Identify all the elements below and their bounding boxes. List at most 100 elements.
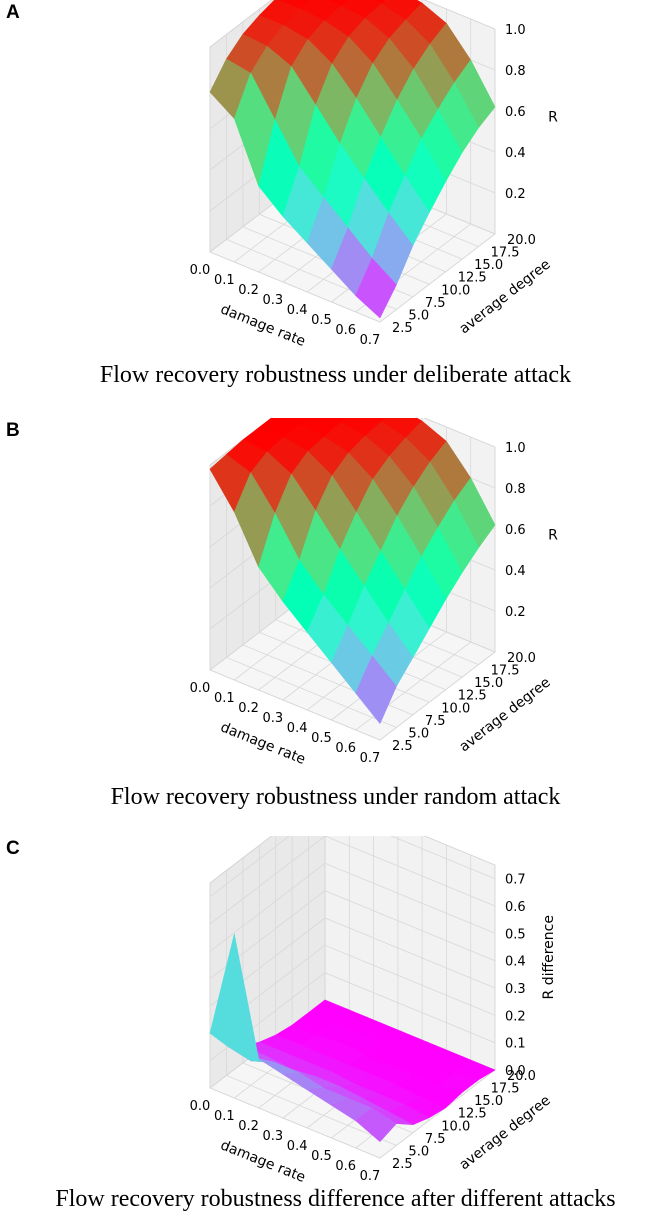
grid-line-z — [209, 862, 496, 952]
y-tick-label: 2.5 — [392, 739, 413, 754]
z-axis-label: R difference — [541, 915, 557, 999]
surface-patch — [355, 655, 397, 724]
x-tick-label: 0.6 — [335, 323, 356, 338]
y-axis-label: average degree — [456, 1092, 553, 1173]
y-tick-label: 5.0 — [408, 308, 429, 323]
y-tick-label: 17.5 — [491, 246, 520, 261]
surface-patch — [355, 258, 397, 319]
x-tick-label: 0.1 — [214, 273, 235, 288]
chart-caption: Flow recovery robustness under deliberat… — [99, 362, 572, 388]
z-axis-label: R — [548, 527, 558, 543]
y-tick-label: 5.0 — [408, 1144, 429, 1159]
z-tick-label: 0.5 — [505, 927, 526, 942]
x-tick-label: 0.2 — [238, 701, 259, 716]
z-tick-label: 0.2 — [505, 605, 526, 620]
x-tick-label: 0.2 — [238, 1119, 259, 1134]
x-tick-label: 0.7 — [360, 751, 381, 766]
y-axis-label: average degree — [456, 256, 553, 337]
z-tick-label: 0.2 — [505, 187, 526, 202]
tick-labels: 0.00.10.20.30.40.50.60.72.55.07.510.012.… — [190, 23, 536, 348]
grid-line-z — [209, 836, 496, 898]
y-tick-label: 17.5 — [491, 1082, 520, 1097]
grid-line-y — [225, 452, 397, 728]
y-tick-label: 7.5 — [425, 296, 446, 311]
y-tick-label: 7.5 — [425, 714, 446, 729]
grid-line-y — [209, 465, 381, 741]
x-tick-label: 0.5 — [311, 313, 332, 328]
grid-line-z — [209, 944, 496, 1034]
surface-patch — [373, 0, 386, 4]
z-tick-label: 0.6 — [505, 105, 526, 120]
grid-line-y — [209, 47, 381, 323]
z-tick-label: 0.4 — [505, 146, 526, 161]
grid-line-z — [209, 836, 496, 925]
y-tick-label: 10.0 — [441, 1119, 470, 1134]
chart-caption: Flow recovery robustness difference afte… — [55, 1186, 616, 1212]
x-tick-label: 0.1 — [214, 1109, 235, 1124]
grid-line-z — [209, 917, 496, 1007]
x-tick-label: 0.4 — [287, 303, 308, 318]
y-tick-label: 12.5 — [458, 689, 487, 704]
x-tick-label: 0.3 — [263, 293, 284, 308]
z-tick-label: 0.8 — [505, 482, 526, 497]
x-tick-label: 0.1 — [214, 691, 235, 706]
grid-line-z — [209, 0, 496, 48]
y-tick-label: 10.0 — [441, 283, 470, 298]
z-tick-label: 1.0 — [505, 441, 526, 456]
surface-chart-random-attack: 0.00.10.20.30.40.50.60.72.55.07.510.012.… — [190, 418, 558, 768]
y-tick-label: 5.0 — [408, 726, 429, 741]
z-tick-label: 0.4 — [505, 564, 526, 579]
x-tick-label: 0.3 — [263, 1129, 284, 1144]
surface-patch — [355, 1107, 397, 1142]
y-tick-label: 20.0 — [507, 651, 536, 666]
surface — [209, 418, 496, 724]
x-tick-label: 0.4 — [287, 721, 308, 736]
y-tick-label: 20.0 — [507, 233, 536, 248]
y-tick-label: 20.0 — [507, 1069, 536, 1084]
x-tick-label: 0.0 — [190, 681, 211, 696]
z-axis-label: R — [548, 109, 558, 125]
panel-a: A 0.0 0.1 0.2 0.3 0.4 0.5 0.6 0.7 2.5 5.0 7.5 10.0 1… — [0, 0, 671, 410]
y-axis-label: average degree — [456, 674, 553, 755]
tick-labels: 0.00.10.20.30.40.50.60.72.55.07.510.012.… — [190, 441, 536, 766]
surface — [209, 933, 496, 1142]
y-tick-label: 2.5 — [392, 321, 413, 336]
y-tick-label: 10.0 — [441, 701, 470, 716]
y-tick-label: 7.5 — [425, 1132, 446, 1147]
x-tick-label: 0.0 — [190, 263, 211, 278]
y-tick-label: 15.0 — [474, 676, 503, 691]
x-tick-label: 0.6 — [335, 741, 356, 756]
x-tick-label: 0.5 — [311, 731, 332, 746]
z-tick-label: 0.3 — [505, 982, 526, 997]
panel-c: C 0.0 0.1 0.2 0.3 0.4 0.5 0.6 0.7 2.5 5.0 7.5 10.0 1… — [0, 836, 671, 1228]
z-tick-label: 0.0 — [505, 1064, 526, 1079]
y-tick-label: 12.5 — [458, 271, 487, 286]
surface-chart-deliberate-attack: 0.00.10.20.30.40.50.60.72.55.07.510.012.… — [190, 0, 558, 350]
panel-letter: C — [6, 838, 20, 859]
y-tick-label: 12.5 — [458, 1107, 487, 1122]
z-tick-label: 0.8 — [505, 64, 526, 79]
z-tick-label: 1.0 — [505, 23, 526, 38]
x-tick-label: 0.4 — [287, 1139, 308, 1154]
x-tick-label: 0.3 — [263, 711, 284, 726]
z-tick-label: 0.6 — [505, 523, 526, 538]
x-tick-label: 0.5 — [311, 1149, 332, 1164]
y-tick-label: 2.5 — [392, 1157, 413, 1172]
surface-patch — [373, 418, 386, 422]
z-tick-label: 0.7 — [505, 873, 526, 888]
y-tick-label: 15.0 — [474, 258, 503, 273]
grid-line-z — [209, 890, 496, 980]
z-tick-label: 0.1 — [505, 1037, 526, 1052]
x-tick-label: 0.0 — [190, 1099, 211, 1114]
x-tick-label: 0.6 — [335, 1159, 356, 1174]
panel-letter: B — [6, 420, 20, 441]
x-tick-label: 0.7 — [360, 333, 381, 348]
panel-letter: A — [6, 2, 20, 23]
y-tick-label: 15.0 — [474, 1094, 503, 1109]
z-tick-label: 0.6 — [505, 900, 526, 915]
chart-caption: Flow recovery robustness under random at… — [110, 784, 561, 810]
tick-labels: 0.00.10.20.30.40.50.60.72.55.07.510.012.… — [190, 873, 536, 1184]
y-tick-label: 17.5 — [491, 664, 520, 679]
z-tick-label: 0.2 — [505, 1009, 526, 1024]
x-tick-label: 0.2 — [238, 283, 259, 298]
